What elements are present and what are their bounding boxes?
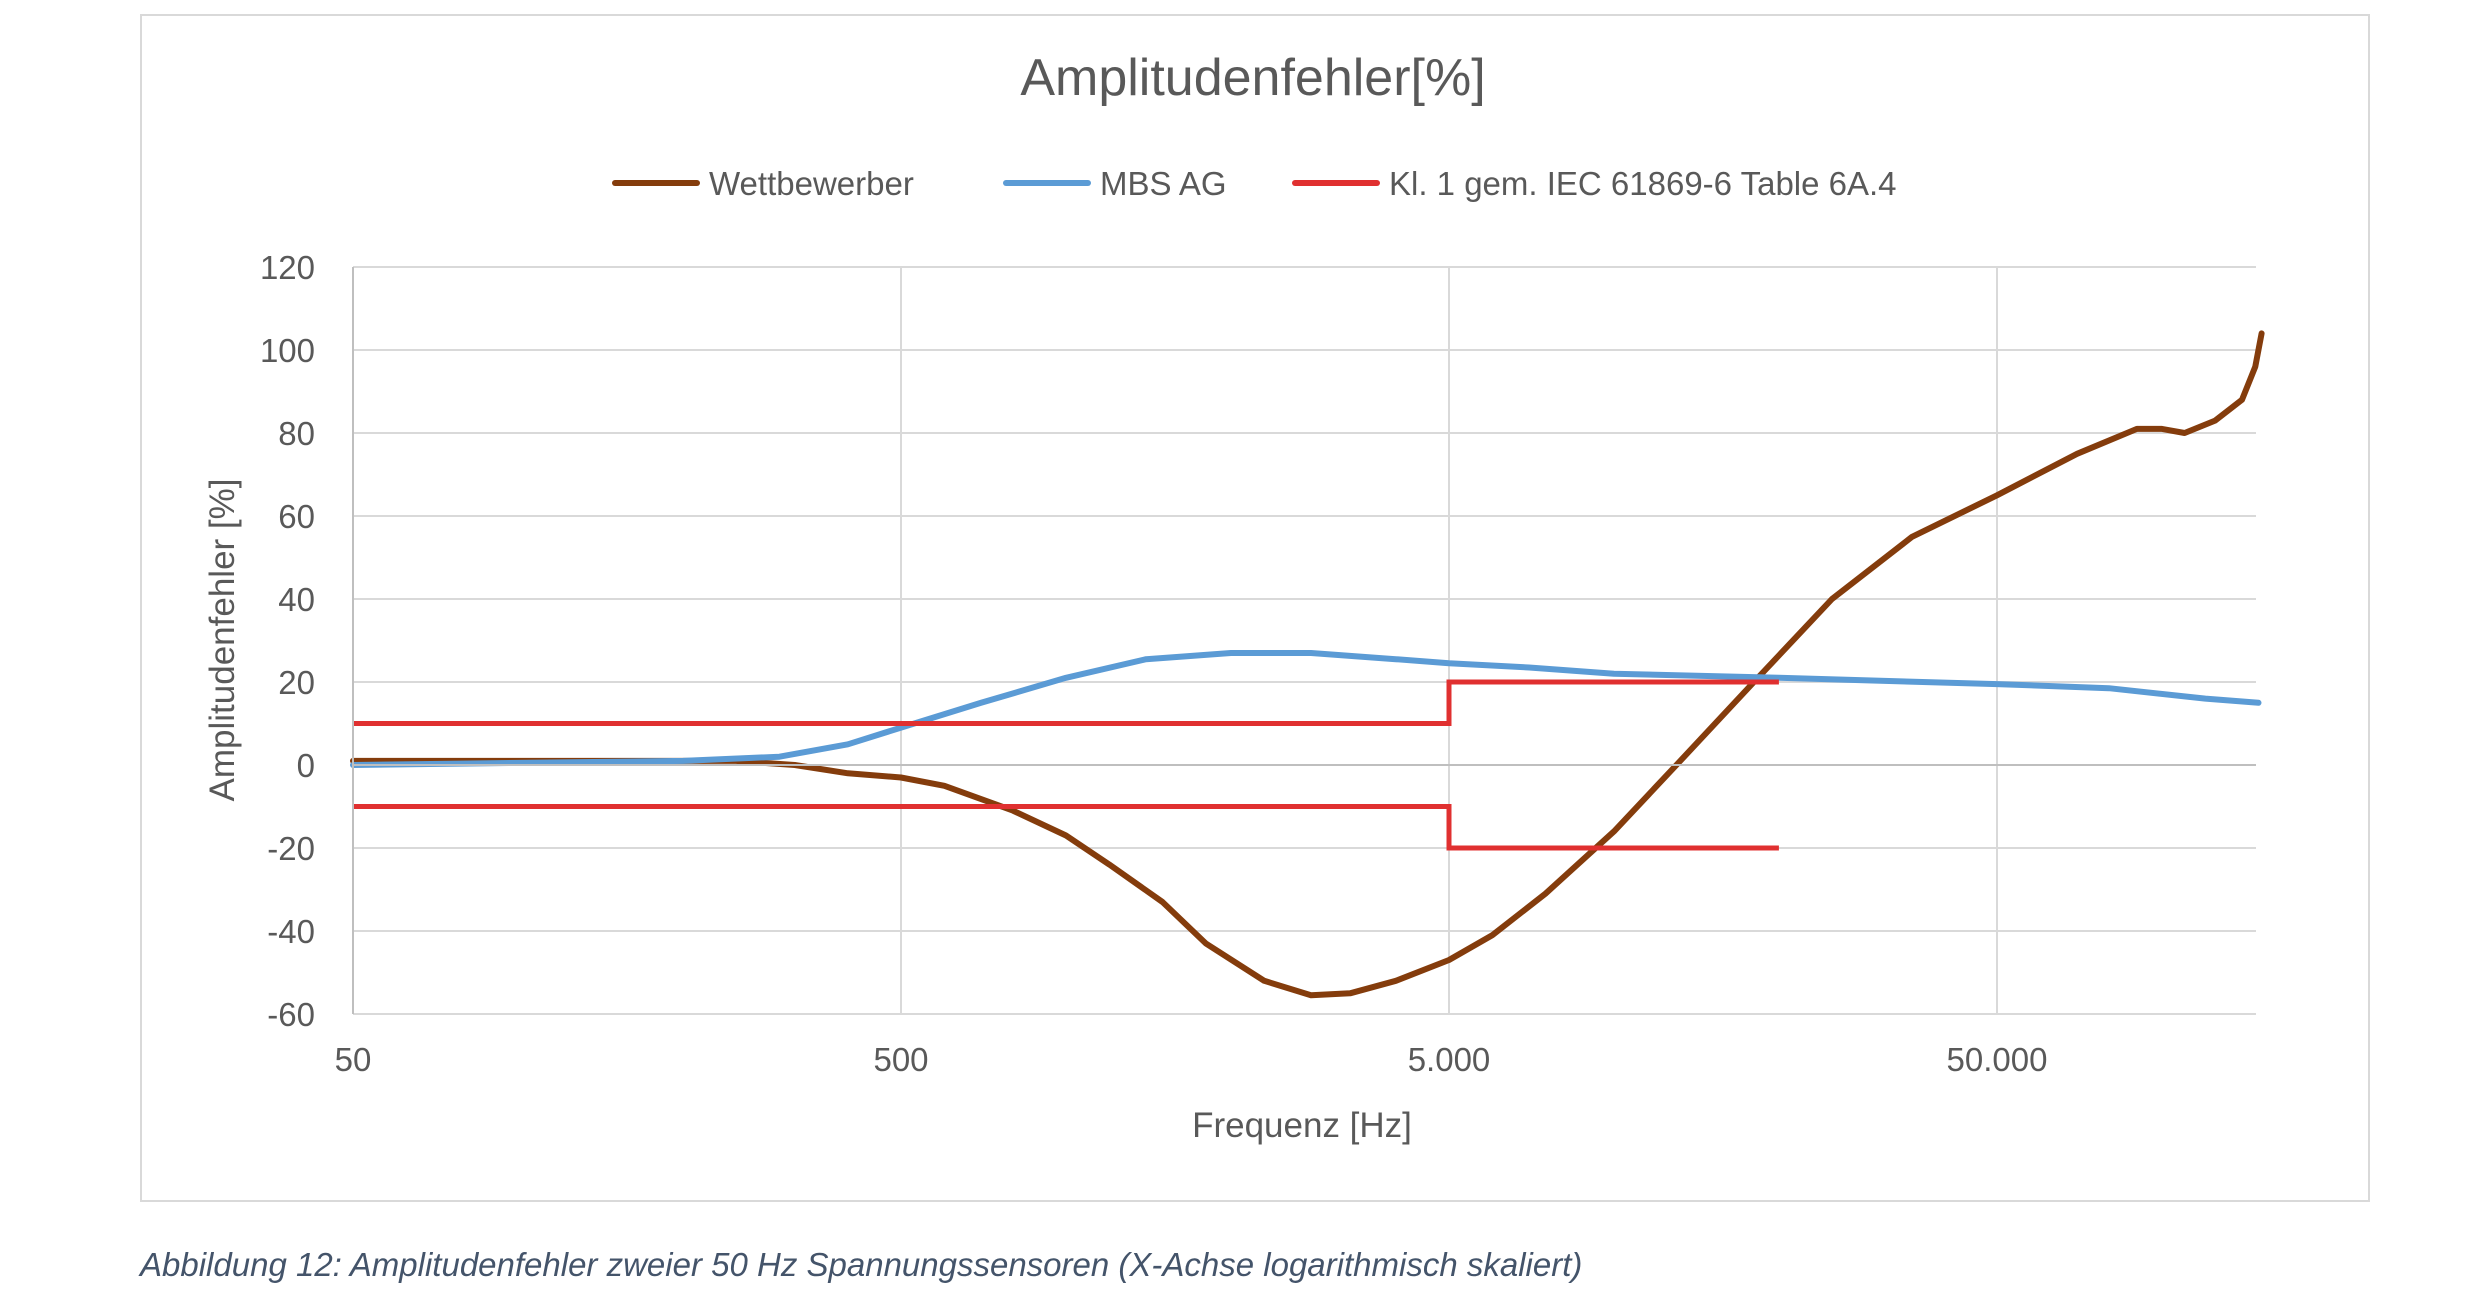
series-2-limit-line-1 <box>353 804 1779 851</box>
y-tick-label: 80 <box>278 415 315 452</box>
x-tick-label: 500 <box>873 1041 928 1078</box>
axes: 120 100 80 60 40 20 0 -20 -40 -60 50 500 5.000 50.000 <box>260 249 2256 1078</box>
legend-label: MBS AG <box>1100 165 1227 202</box>
x-tick-label: 50.000 <box>1947 1041 2048 1078</box>
y-tick-label: 120 <box>260 249 315 286</box>
chart-frame <box>140 14 2370 1202</box>
y-tick-label: 100 <box>260 332 315 369</box>
legend-label: Wettbewerber <box>709 165 914 202</box>
series-1-line <box>350 650 2262 768</box>
legend: Wettbewerber MBS AG Kl. 1 gem. IEC 61869-6… <box>612 165 1897 202</box>
x-axis-title: Frequenz [Hz] <box>1192 1106 1412 1145</box>
y-tick-label: 60 <box>278 498 315 535</box>
y-tick-label: -60 <box>267 996 315 1033</box>
x-tick-label: 50 <box>335 1041 372 1078</box>
y-tick-label: 40 <box>278 581 315 618</box>
y-tick-label: 0 <box>297 747 315 784</box>
grid-lines <box>352 266 2256 1015</box>
y-axis-title: Amplitudenfehler [%] <box>203 479 242 802</box>
y-tick-label: 20 <box>278 664 315 701</box>
series-lines <box>350 330 2265 999</box>
series-0-line <box>350 330 2265 999</box>
chart-title: Amplitudenfehler[%] <box>1020 49 1485 107</box>
x-tick-label: 5.000 <box>1408 1041 1491 1078</box>
figure-caption: Abbildung 12: Amplitudenfehler zweier 50… <box>140 1246 1583 1283</box>
legend-label: Kl. 1 gem. IEC 61869-6 Table 6A.4 <box>1389 165 1897 202</box>
y-tick-label: -20 <box>267 830 315 867</box>
series-2-limit-line-0 <box>353 679 1779 726</box>
y-tick-label: -40 <box>267 913 315 950</box>
